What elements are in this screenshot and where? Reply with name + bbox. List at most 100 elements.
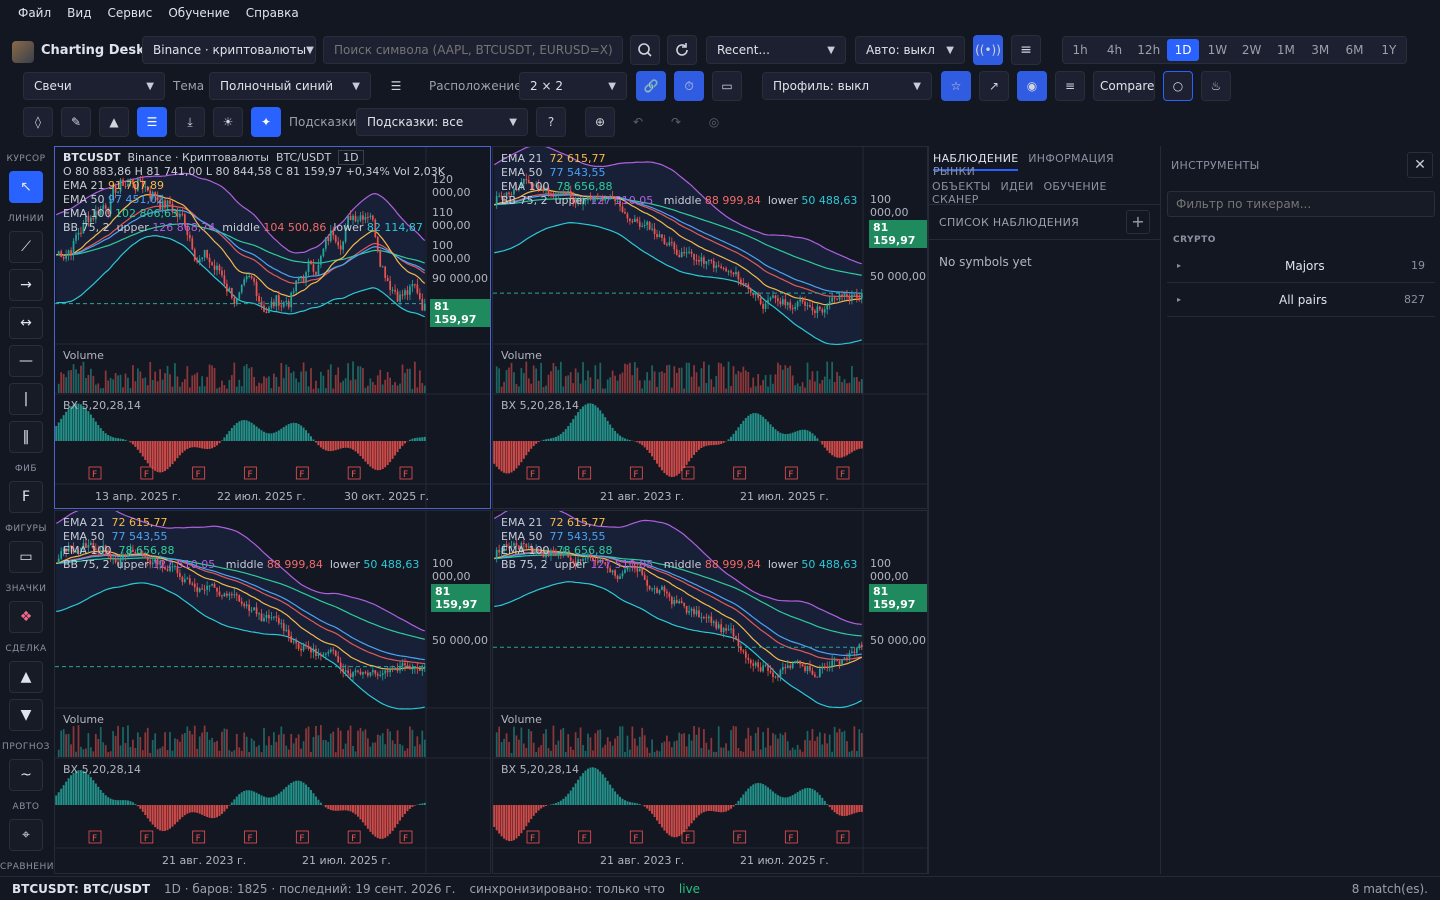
tab-watchlist[interactable]: НАБЛЮДЕНИЕ <box>933 152 1019 171</box>
tf-6m[interactable]: 6M <box>1345 43 1364 57</box>
watchlist-header: СПИСОК НАБЛЮДЕНИЯ + <box>929 204 1160 240</box>
cursor-tool[interactable]: ↖ <box>9 171 43 203</box>
exchange-select[interactable]: Binance · криптовалюты ▼ <box>142 36 316 64</box>
tf-1m[interactable]: 1M <box>1276 43 1295 57</box>
short-position-tool[interactable]: ▼ <box>9 699 43 731</box>
vertical-line-tool[interactable]: | <box>9 383 43 415</box>
learn-button[interactable]: ▲ <box>99 107 129 137</box>
menu-learning[interactable]: Обучение <box>168 6 230 20</box>
record-icon: ◎ <box>708 115 720 129</box>
tab-learning[interactable]: ОБУЧЕНИЕ <box>1043 180 1107 193</box>
trendline-tool[interactable]: ⟋ <box>9 231 43 263</box>
tf-1d[interactable]: 1D <box>1166 39 1200 61</box>
auto-tool[interactable]: ⌖ <box>9 819 43 851</box>
theme-select[interactable]: Полночный синий ▼ <box>209 72 371 100</box>
link-button[interactable]: 🔗 <box>636 71 666 101</box>
parallel-channel-tool[interactable]: ‖ <box>9 421 43 453</box>
ideas-button[interactable]: ○ <box>1163 71 1193 101</box>
tab-objects[interactable]: ОБЪЕКТЫ <box>932 180 991 193</box>
chart-type-select[interactable]: Свечи ▼ <box>23 72 165 100</box>
broadcast-button[interactable]: ((•)) <box>973 35 1003 65</box>
ticker-filter-input[interactable] <box>1167 191 1435 217</box>
playlist-add-button[interactable]: ≡ <box>1011 35 1041 65</box>
star-icon: ☆ <box>950 79 962 93</box>
forecast-tool[interactable]: ~ <box>9 759 43 791</box>
visibility-button[interactable]: ◉ <box>1017 71 1047 101</box>
layers-button[interactable]: ◊ <box>23 107 53 137</box>
tab-ideas[interactable]: ИДЕИ <box>1000 180 1034 193</box>
tf-1w[interactable]: 1W <box>1207 43 1228 57</box>
ray-tool[interactable]: → <box>9 269 43 301</box>
tf-1y[interactable]: 1Y <box>1381 43 1397 57</box>
instrument-row-all-pairs[interactable]: ▸ All pairs 827 <box>1167 283 1435 317</box>
tf-2w[interactable]: 2W <box>1241 43 1262 57</box>
svg-text:F: F <box>299 834 304 844</box>
undo-button[interactable]: ↶ <box>623 107 653 137</box>
close-panel-button[interactable]: ✕ <box>1407 152 1433 178</box>
watchlist-empty: No symbols yet <box>939 255 1032 269</box>
chart-pane-1[interactable]: F F F F F F F BTCUSDT Binance · Криптовалюты B… <box>54 146 491 509</box>
tf-4h[interactable]: 4h <box>1106 43 1123 57</box>
recent-select[interactable]: Recent... ▼ <box>706 36 846 64</box>
redo-button[interactable]: ↷ <box>661 107 691 137</box>
hints-select[interactable]: Подсказки: все ▼ <box>356 108 528 136</box>
rectangle-tool[interactable]: ▭ <box>9 541 43 573</box>
instruments-panel: ИНСТРУМЕНТЫ ✕ CRYPTO ▸ Majors 19 ▸ All p… <box>1160 146 1440 874</box>
download-button[interactable]: ⤓ <box>175 107 205 137</box>
timer-button[interactable]: ⏱ <box>674 71 704 101</box>
alerts-button[interactable]: ♨ <box>1201 71 1231 101</box>
help-button[interactable]: ? <box>536 107 566 137</box>
search-button[interactable] <box>630 35 660 65</box>
brightness-button[interactable]: ☀ <box>213 107 243 137</box>
chart-pane-4[interactable]: F F F F F F F EMA 21 72 615,77 EMA 50 77 543,5… <box>492 510 928 874</box>
menu-tools[interactable]: Сервис <box>107 6 153 20</box>
notes-button[interactable]: ≡ <box>1055 71 1085 101</box>
pin-tool[interactable]: ❖ <box>9 601 43 633</box>
chart-pane-3[interactable]: F F F F F F F EMA 21 72 615,77 EMA 50 77 543,5… <box>54 510 491 874</box>
crosshair-button[interactable]: ⊕ <box>585 107 615 137</box>
edit-button[interactable]: ✎ <box>61 107 91 137</box>
monitor-icon: ▭ <box>721 79 733 93</box>
hints-toggle-button[interactable]: ✦ <box>251 107 281 137</box>
profile-select[interactable]: Профиль: выкл ▼ <box>762 72 932 100</box>
layout-label: Расположение <box>429 79 522 93</box>
svg-text:F: F <box>351 834 356 844</box>
app-title: Charting Desk <box>41 43 145 58</box>
sliders-button[interactable]: ☰ <box>381 71 411 101</box>
horizontal-line-tool[interactable]: — <box>9 345 43 377</box>
compare-button[interactable]: Compare <box>1093 71 1155 101</box>
list-icon: ☰ <box>146 115 158 129</box>
long-position-tool[interactable]: ▲ <box>9 661 43 693</box>
question-icon: ? <box>547 115 555 129</box>
tab-scanner[interactable]: СКАНЕР <box>932 193 979 206</box>
instrument-row-majors[interactable]: ▸ Majors 19 <box>1167 249 1435 283</box>
extended-line-tool[interactable]: ↔ <box>9 307 43 339</box>
svg-text:F: F <box>92 834 97 844</box>
svg-text:F: F <box>530 470 535 480</box>
record-button[interactable]: ◎ <box>699 107 729 137</box>
bx-label: BX 5,20,28,14 <box>501 763 580 776</box>
menu-file[interactable]: Файл <box>18 6 52 20</box>
auto-select[interactable]: Авто: выкл ▼ <box>855 36 965 64</box>
tf-12h[interactable]: 12h <box>1137 43 1161 57</box>
tab-markets[interactable]: РЫНКИ <box>933 165 976 178</box>
symbol-search-input[interactable] <box>323 36 623 64</box>
svg-text:F: F <box>685 834 690 844</box>
tf-3m[interactable]: 3M <box>1311 43 1330 57</box>
tab-info[interactable]: ИНФОРМАЦИЯ <box>1028 152 1114 165</box>
menu-help[interactable]: Справка <box>245 6 299 20</box>
last-price-tag: 81 159,97 <box>869 220 927 248</box>
tf-1h[interactable]: 1h <box>1072 43 1088 57</box>
fib-tool[interactable]: F <box>9 481 43 513</box>
layout-select[interactable]: 2 × 2 ▼ <box>519 72 627 100</box>
chart-pane-2[interactable]: F F F F F F F EMA 21 72 615,77 EMA 50 77 543,5… <box>492 146 928 509</box>
x-tick: 21 авг. 2023 г. <box>600 490 685 503</box>
monitor-button[interactable]: ▭ <box>712 71 742 101</box>
refresh-button[interactable] <box>667 35 697 65</box>
indicator-chart-button[interactable]: ↗ <box>979 71 1009 101</box>
list-view-button[interactable]: ☰ <box>137 107 167 137</box>
menu-view[interactable]: Вид <box>67 6 92 20</box>
add-symbol-button[interactable]: + <box>1126 210 1150 234</box>
favorite-button[interactable]: ☆ <box>941 71 971 101</box>
menu-bar: Файл Вид Сервис Обучение Справка <box>0 0 1440 26</box>
